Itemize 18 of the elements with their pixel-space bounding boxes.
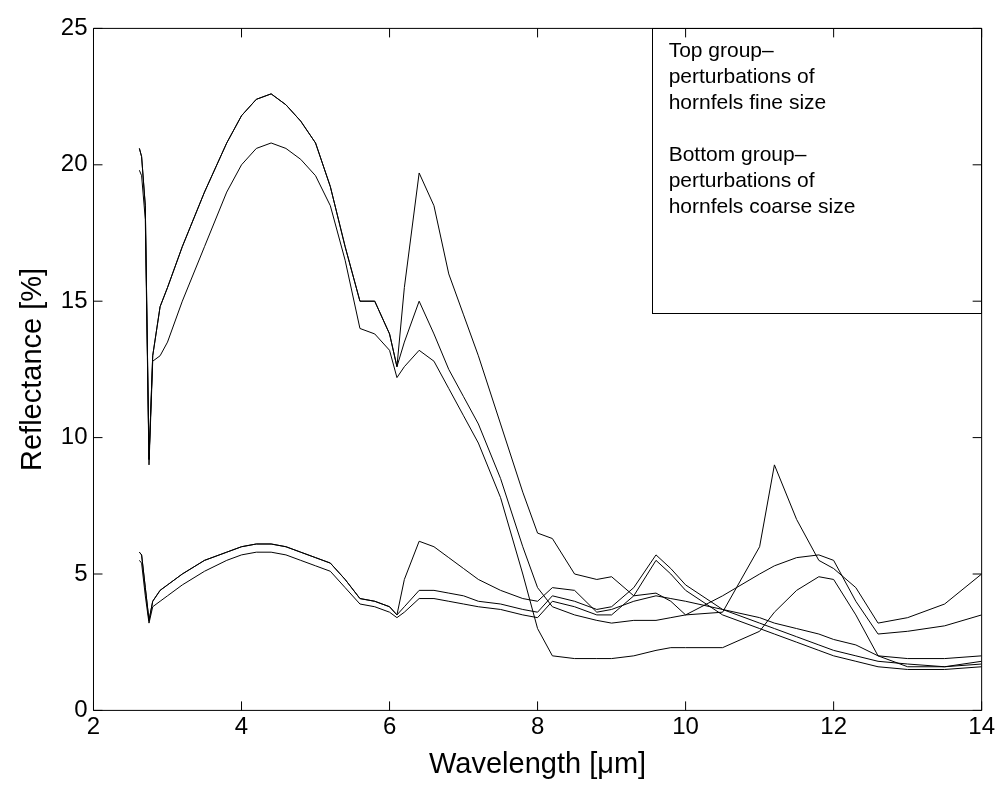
y-tick-label: 25 — [60, 13, 88, 41]
y-tick-label: 5 — [74, 558, 88, 586]
y-tick-label: 0 — [74, 695, 88, 723]
y-tick-label: 15 — [60, 285, 88, 313]
note-box: Top group– perturbations of hornfels fine size Bottom group– perturbations of hornfels coarse size — [651, 28, 982, 315]
x-tick-label: 10 — [672, 712, 699, 740]
x-tick-label: 2 — [86, 712, 101, 740]
annotation: Top group– perturbations of hornfels fine size — [668, 37, 828, 116]
x-tick-label: 14 — [968, 712, 995, 740]
x-tick-label: 4 — [234, 712, 249, 740]
y-axis-title: Reflectance [%] — [15, 267, 48, 471]
y-tick-label: 20 — [60, 149, 88, 177]
x-tick-label: 12 — [820, 712, 847, 740]
annotation: Bottom group– perturbations of hornfels coarse size — [668, 141, 857, 220]
x-tick-label: 8 — [530, 712, 545, 740]
x-tick-label: 6 — [382, 712, 397, 740]
x-axis-title: Wavelength [μm] — [429, 746, 647, 779]
y-tick-label: 10 — [60, 422, 88, 450]
